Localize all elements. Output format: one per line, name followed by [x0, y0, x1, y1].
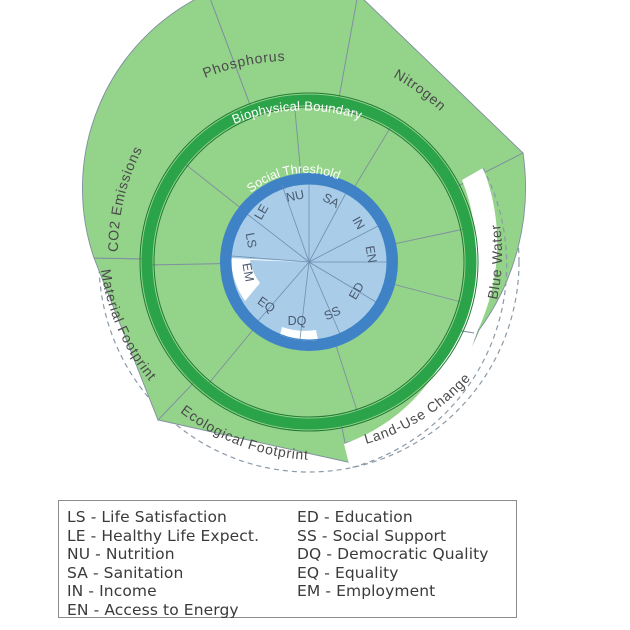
inner-label-nu: NU — [285, 187, 306, 204]
employment-shortfall — [231, 258, 309, 301]
biophysical-boundary-ring — [141, 94, 477, 430]
inner-label-ls: LS — [243, 232, 259, 249]
legend-item-nu: NU - Nutrition — [67, 545, 175, 564]
legend-item-en: EN - Access to Energy — [67, 600, 239, 619]
inner-label-em: EM — [239, 262, 256, 283]
legend-column-left: LS - Life Satisfaction LE - Healthy Life… — [67, 508, 259, 620]
inner-label-en: EN — [363, 245, 380, 265]
dashed-over-gap — [349, 167, 508, 469]
legend-item-em: EM - Employment — [297, 582, 436, 601]
legend-item-ed: ED - Education — [297, 508, 413, 526]
inner-sector-lines — [231, 184, 387, 340]
doughnut-diagram: Phosphorus Nitrogen CO2 Emissions Blue W… — [82, 0, 526, 473]
legend-item-sa: SA - Sanitation — [67, 563, 184, 582]
inner-label-le: LE — [252, 202, 272, 222]
legend-column-right: ED - Education SS - Social Support DQ - … — [297, 508, 489, 601]
legend-item-in: IN - Income — [67, 582, 157, 601]
label-blue-water: Blue Water — [484, 223, 505, 300]
legend-item-eq: EQ - Equality — [297, 563, 399, 582]
inner-label-dq: DQ — [288, 314, 307, 328]
legend-box: LS - Life Satisfaction LE - Healthy Life… — [58, 500, 517, 620]
legend-item-le: LE - Healthy Life Expect. — [67, 526, 260, 545]
legend-item-ss: SS - Social Support — [297, 526, 447, 545]
legend-item-dq: DQ - Democratic Quality — [297, 545, 489, 564]
inner-label-ss: SS — [322, 304, 343, 324]
blue-water-gap — [456, 168, 498, 332]
legend-item-ls: LS - Life Satisfaction — [67, 508, 227, 526]
inner-label-in: IN — [349, 214, 367, 232]
